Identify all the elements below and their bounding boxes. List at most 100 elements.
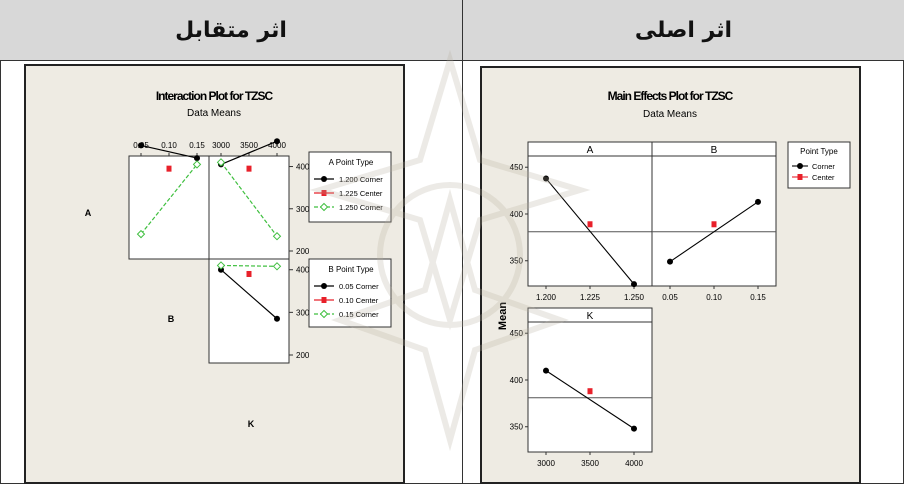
tick-label-y: 400 — [510, 376, 524, 385]
panel-header-label: K — [587, 311, 594, 322]
panel-A — [527, 141, 653, 287]
chart-subtitle: Data Means — [187, 108, 241, 119]
legend-label: 1.250 Corner — [339, 203, 383, 212]
tick-label-top: 0.15 — [189, 141, 205, 150]
header-left: اثر متقابل — [0, 0, 462, 61]
data-point — [194, 155, 200, 162]
tick-label-x: 1.225 — [580, 293, 601, 302]
legend-label: 0.15 Corner — [339, 310, 379, 319]
legend-title: B Point Type — [328, 265, 374, 274]
data-point-center — [587, 388, 593, 395]
tick-label-top: 4000 — [268, 141, 286, 150]
series-line-corner — [545, 178, 635, 285]
tick-label-x: 0.10 — [706, 293, 722, 302]
data-point-corner — [543, 367, 549, 374]
data-point-corner — [667, 258, 673, 265]
data-point — [274, 138, 280, 145]
series-line — [220, 161, 278, 237]
header-right: اثر اصلی — [463, 0, 904, 61]
series-line-corner — [545, 370, 635, 430]
tick-label-y: 400 — [510, 210, 524, 219]
factor-label-B: B — [168, 314, 175, 324]
column-divider — [462, 0, 463, 484]
data-point-corner — [631, 425, 637, 432]
series-line — [220, 264, 278, 267]
legend-label: 0.10 Center — [339, 296, 379, 305]
data-point — [136, 229, 146, 239]
tick-label-y: 350 — [510, 257, 524, 266]
data-point-center — [711, 221, 717, 228]
tick-label-right: 200 — [296, 351, 310, 360]
tick-label-x: 1.200 — [536, 293, 557, 302]
legend-marker — [797, 163, 803, 169]
tick-label-x: 4000 — [625, 459, 643, 468]
series-line — [140, 164, 198, 235]
data-point — [246, 165, 252, 172]
series-line — [140, 144, 198, 159]
legend-label: Corner — [812, 162, 835, 171]
legend-box — [308, 151, 392, 223]
panel-header-label: A — [587, 145, 594, 156]
legend-marker — [321, 190, 327, 196]
header-left-title: اثر متقابل — [175, 17, 287, 43]
data-point — [274, 315, 280, 322]
data-point — [192, 160, 202, 169]
tick-label-x: 1.250 — [624, 293, 645, 302]
legend-label: 1.225 Center — [339, 189, 383, 198]
tick-label-y: 450 — [510, 329, 524, 338]
series-line — [220, 269, 278, 320]
legend-marker — [321, 176, 327, 182]
data-point-corner — [631, 281, 637, 288]
legend-title: Point Type — [800, 147, 838, 156]
panel-header-label: B — [711, 145, 718, 156]
legend-label: 0.05 Corner — [339, 282, 379, 291]
data-point — [272, 262, 282, 271]
tick-label-x: 0.05 — [662, 293, 678, 302]
main-effects-plot-panel: Main Effects Plot for TZSC Data Means Mean… — [480, 66, 861, 484]
tick-label-x: 3500 — [581, 459, 599, 468]
data-point — [272, 232, 282, 241]
legend-title: A Point Type — [329, 158, 374, 167]
legend-marker — [319, 309, 329, 319]
chart-subtitle: Data Means — [643, 109, 697, 120]
tick-label-right: 200 — [296, 247, 310, 256]
tick-label-right: 300 — [296, 205, 310, 214]
legend-marker — [321, 283, 327, 289]
main-effects-plot: Main Effects Plot for TZSC Data Means Mean… — [497, 89, 851, 468]
data-point — [138, 142, 144, 149]
legend-marker — [319, 202, 329, 212]
data-point — [246, 270, 252, 277]
legend-marker — [321, 297, 327, 303]
data-point — [216, 261, 226, 270]
data-point — [166, 165, 172, 172]
legend-label: 1.200 Corner — [339, 175, 383, 184]
tick-label-x: 3000 — [537, 459, 555, 468]
legend-marker — [797, 174, 803, 180]
data-point-center — [587, 221, 593, 228]
tick-label-y: 450 — [510, 163, 524, 172]
tick-label-right: 400 — [296, 266, 310, 275]
header-right-title: اثر اصلی — [634, 17, 733, 43]
series-line-corner — [669, 201, 759, 263]
factor-label-K: K — [248, 419, 255, 429]
tick-label-y: 350 — [510, 423, 524, 432]
data-point — [218, 266, 224, 273]
tick-label-top: 3000 — [212, 141, 230, 150]
chart-title: Main Effects Plot for TZSC — [608, 89, 734, 103]
data-point — [216, 158, 226, 167]
tick-label-x: 0.15 — [750, 293, 766, 302]
factor-label-A: A — [85, 208, 92, 218]
tick-label-top: 3500 — [240, 141, 258, 150]
tick-label-right: 300 — [296, 308, 310, 317]
chart-title: Interaction Plot for TZSC — [156, 89, 274, 103]
tick-label-top: 0.10 — [161, 141, 177, 150]
data-point-corner — [755, 198, 761, 205]
watermark-ornament — [309, 49, 591, 452]
y-axis-label: Mean — [497, 302, 509, 330]
data-point-corner — [543, 175, 549, 182]
series-line — [220, 140, 278, 165]
legend-label: Center — [812, 173, 835, 182]
tick-label-right: 400 — [296, 163, 310, 172]
